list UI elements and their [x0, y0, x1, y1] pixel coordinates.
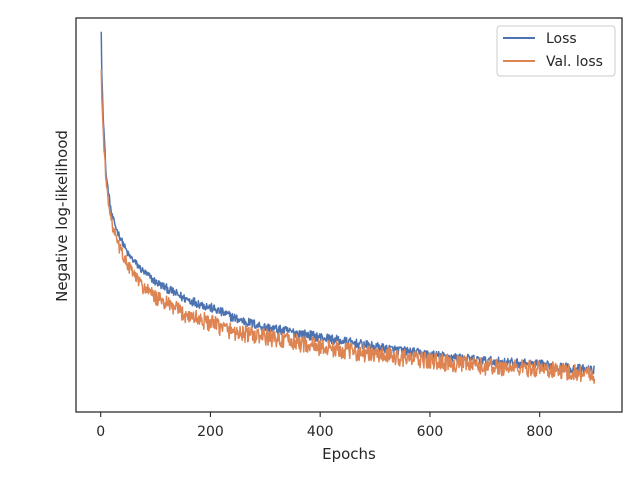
y-axis-label: Negative log-likelihood [53, 130, 71, 302]
x-axis-ticks: 0 200 400 600 800 [96, 412, 553, 440]
x-tick-label: 800 [526, 424, 553, 440]
x-tick-label: 400 [307, 424, 334, 440]
legend: Loss Val. loss [496, 25, 616, 77]
legend-label-val-loss: Val. loss [546, 54, 603, 70]
x-tick-label: 600 [417, 424, 444, 440]
plot-frame [75, 17, 623, 413]
series-layer [100, 31, 596, 384]
x-tick-label: 0 [96, 424, 105, 440]
series-line-val-loss [100, 69, 596, 384]
legend-label-loss: Loss [546, 31, 577, 47]
x-axis-label: Epochs [322, 445, 376, 463]
x-tick-label: 200 [197, 424, 224, 440]
